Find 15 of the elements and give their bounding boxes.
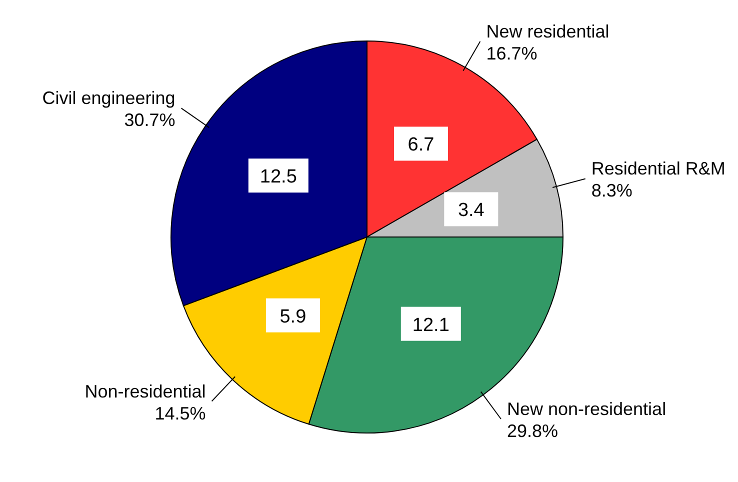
text: 3.4: [458, 200, 485, 222]
slice-label: Non-residential: [84, 381, 206, 402]
data-label: 29.8%: [506, 421, 558, 441]
slice-label: Residential R&M: [591, 158, 726, 179]
data-label: 16.7%: [486, 43, 538, 64]
data-label: 30.7%: [124, 110, 176, 130]
text: 5.9: [280, 306, 306, 328]
slice-label: New non-residential: [506, 399, 666, 419]
data-label: 8.3%: [591, 180, 632, 201]
slice-label: New residential: [486, 21, 610, 42]
text: 6.7: [408, 134, 434, 156]
text: 12.5: [260, 166, 297, 188]
text: 12.1: [412, 314, 450, 336]
data-label: 14.5%: [154, 403, 206, 424]
slice-label: Civil engineering: [42, 88, 176, 108]
